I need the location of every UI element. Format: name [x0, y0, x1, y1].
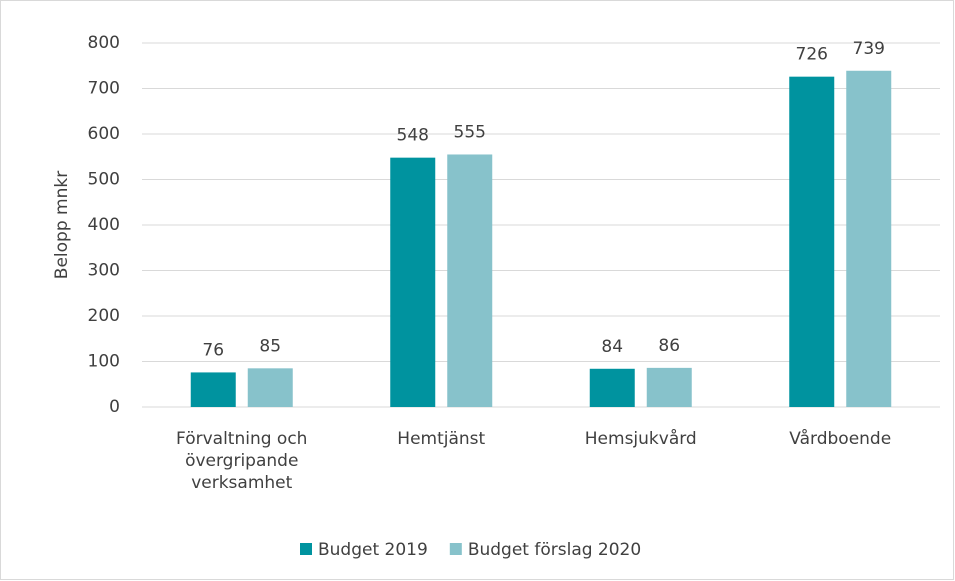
bar: [447, 154, 493, 407]
y-tick-label: 200: [88, 306, 120, 326]
legend-label: Budget 2019: [318, 540, 428, 560]
bar: [247, 368, 293, 407]
y-tick-label: 600: [88, 124, 120, 144]
legend-label: Budget förslag 2020: [468, 540, 641, 560]
bar: [190, 372, 236, 407]
data-label: 76: [202, 340, 224, 360]
data-label: 548: [397, 126, 429, 146]
y-tick-label: 0: [109, 397, 120, 417]
bar: [789, 76, 835, 408]
x-tick-label: Hemtjänst: [397, 429, 486, 449]
bar: [846, 70, 892, 407]
y-tick-label: 400: [88, 215, 120, 235]
data-label: 85: [259, 336, 281, 356]
x-tick-label: Vårdboende: [789, 429, 892, 449]
y-tick-label: 800: [88, 33, 120, 53]
y-tick-label: 100: [88, 352, 120, 372]
data-label: 739: [853, 39, 885, 59]
data-label: 86: [658, 336, 680, 356]
y-axis-label: Belopp mnkr: [52, 171, 72, 279]
bar: [589, 368, 635, 407]
y-tick-label: 300: [88, 261, 120, 281]
x-tick-label: Förvaltning och övergripande verksamhet: [176, 429, 308, 493]
data-label: 555: [454, 122, 486, 142]
data-label: 84: [601, 337, 623, 357]
legend-swatch: [449, 543, 462, 555]
y-tick-label: 700: [88, 79, 120, 99]
bar: [390, 157, 436, 407]
data-label: 726: [796, 45, 828, 65]
legend-swatch: [300, 543, 312, 555]
y-tick-label: 500: [88, 170, 120, 190]
x-tick-label: Hemsjukvård: [584, 429, 697, 449]
bar: [646, 367, 692, 407]
